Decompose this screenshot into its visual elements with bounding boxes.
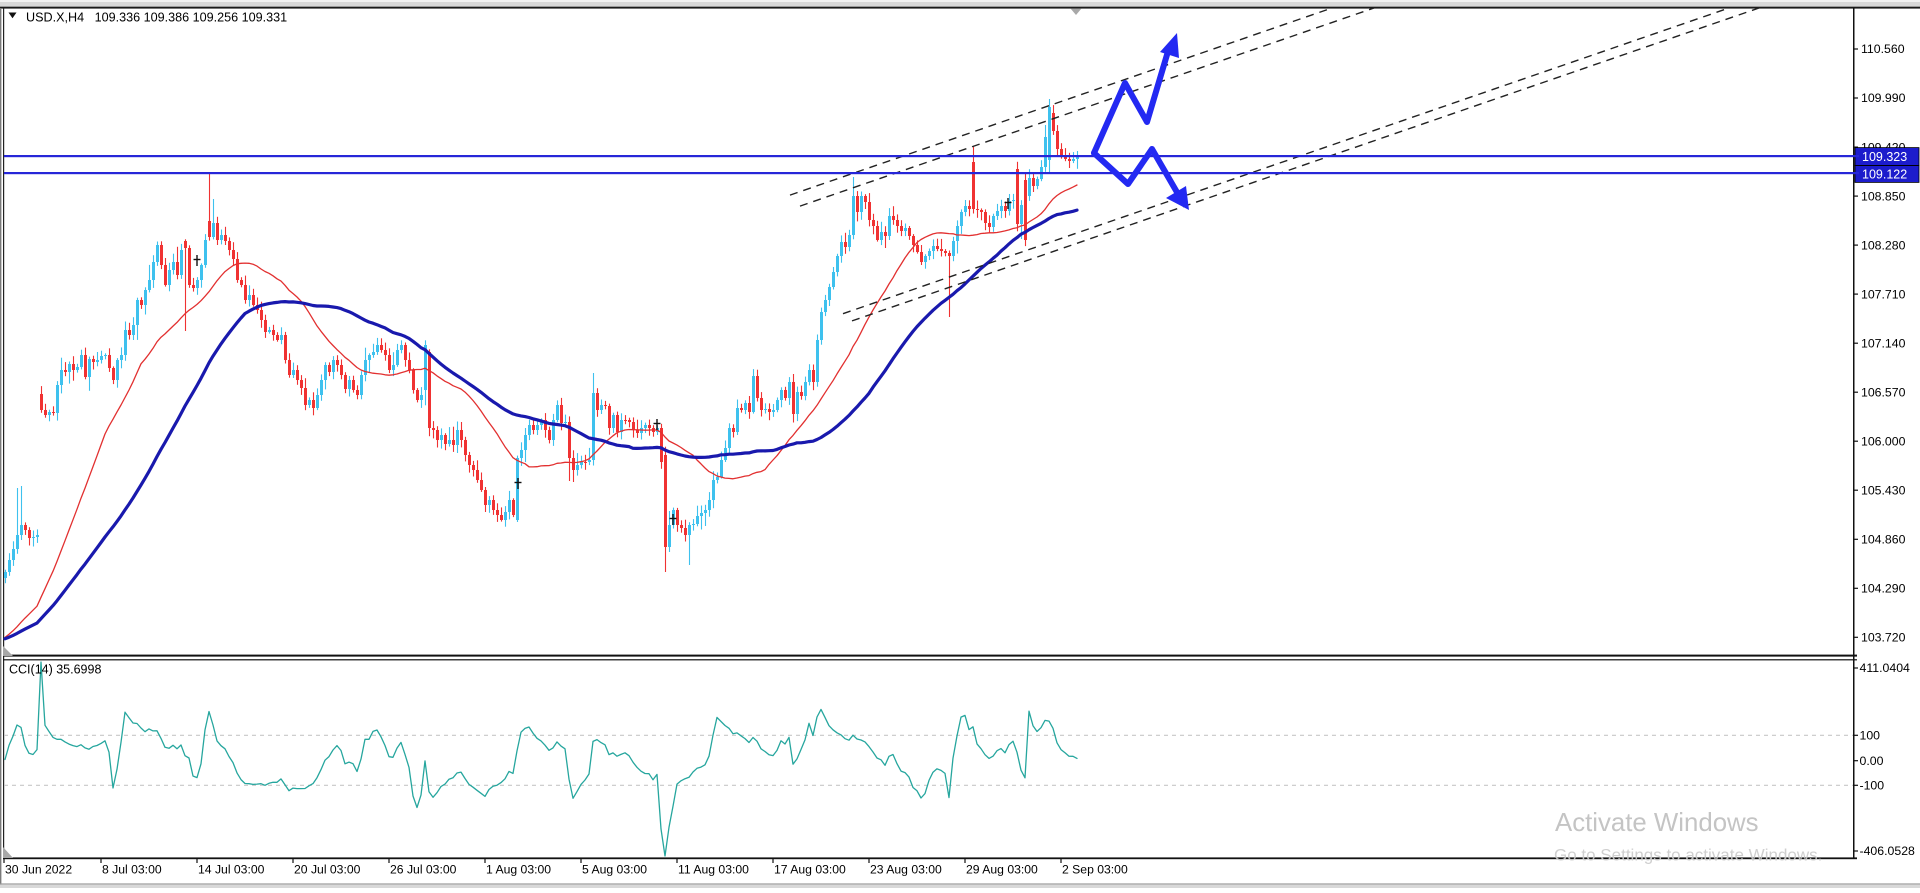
svg-text:-100: -100 [1860, 779, 1885, 793]
svg-text:106.570: 106.570 [1861, 385, 1906, 399]
svg-text:100: 100 [1860, 729, 1881, 743]
svg-text:0.00: 0.00 [1860, 754, 1884, 768]
svg-text:108.850: 108.850 [1861, 189, 1906, 203]
svg-text:105.430: 105.430 [1861, 483, 1906, 497]
svg-text:CCI(14) 35.6998: CCI(14) 35.6998 [9, 663, 101, 677]
svg-text:411.0404: 411.0404 [1860, 661, 1911, 675]
svg-text:23 Aug 03:00: 23 Aug 03:00 [870, 863, 942, 877]
svg-text:26 Jul 03:00: 26 Jul 03:00 [390, 863, 457, 877]
svg-text:-406.0528: -406.0528 [1860, 844, 1916, 858]
svg-text:2 Sep 03:00: 2 Sep 03:00 [1062, 863, 1128, 877]
svg-text:109.122: 109.122 [1862, 167, 1907, 181]
svg-text:30 Jun 2022: 30 Jun 2022 [5, 863, 72, 877]
svg-text:29 Aug 03:00: 29 Aug 03:00 [966, 863, 1038, 877]
svg-text:104.860: 104.860 [1861, 533, 1906, 547]
svg-text:5 Aug 03:00: 5 Aug 03:00 [582, 863, 647, 877]
svg-text:14 Jul 03:00: 14 Jul 03:00 [198, 863, 265, 877]
svg-text:107.710: 107.710 [1861, 287, 1906, 301]
svg-text:Activate Windows: Activate Windows [1555, 809, 1759, 837]
svg-text:107.140: 107.140 [1861, 336, 1906, 350]
svg-text:103.720: 103.720 [1861, 631, 1906, 645]
svg-text:109.323: 109.323 [1862, 150, 1907, 164]
svg-text:20 Jul 03:00: 20 Jul 03:00 [294, 863, 361, 877]
svg-text:110.560: 110.560 [1861, 42, 1905, 56]
svg-text:11 Aug 03:00: 11 Aug 03:00 [678, 863, 749, 877]
svg-text:1 Aug 03:00: 1 Aug 03:00 [486, 863, 551, 877]
svg-text:17 Aug 03:00: 17 Aug 03:00 [774, 863, 846, 877]
svg-text:8 Jul 03:00: 8 Jul 03:00 [102, 863, 162, 877]
svg-text:106.000: 106.000 [1861, 434, 1906, 448]
svg-text:109.990: 109.990 [1861, 91, 1906, 105]
svg-text:104.290: 104.290 [1861, 582, 1906, 596]
svg-text:USD.X,H4 109.336 109.386 109: USD.X,H4 109.336 109.386 109.256 109.331 [26, 11, 287, 25]
svg-text:Go to Settings to activate Win: Go to Settings to activate Windows. [1554, 846, 1822, 865]
svg-text:108.280: 108.280 [1861, 238, 1906, 252]
